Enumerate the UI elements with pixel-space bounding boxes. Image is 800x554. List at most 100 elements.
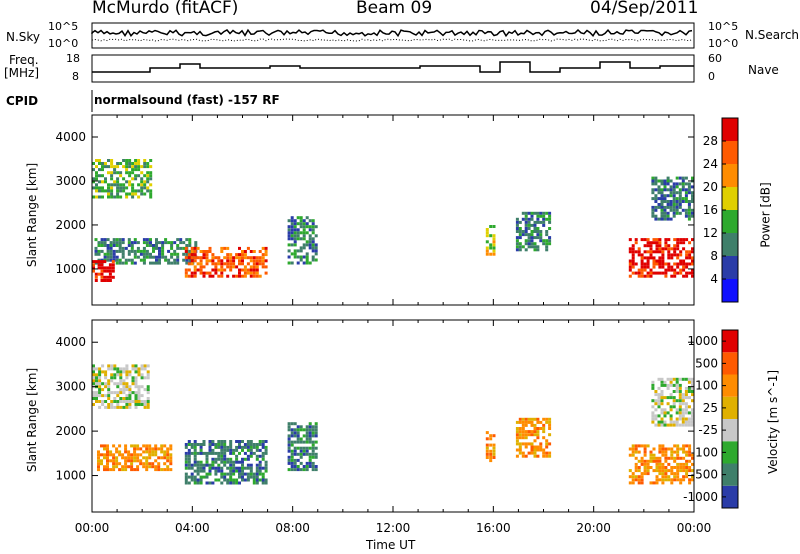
velocity-cell [691, 417, 694, 421]
power-cell [109, 252, 113, 256]
power-cell [654, 182, 658, 186]
velocity-cell [684, 405, 688, 409]
velocity-cell [119, 391, 123, 395]
velocity-cell [518, 420, 522, 424]
velocity-cell [308, 434, 312, 438]
velocity-cell [139, 462, 143, 466]
velocity-cell [214, 478, 218, 482]
velocity-cell [145, 468, 149, 472]
velocity-cell [492, 443, 496, 447]
velocity-cell [685, 450, 689, 454]
velocity-cell [678, 386, 682, 390]
power-cell [667, 244, 671, 248]
velocity-cell [669, 423, 673, 427]
power-cell [110, 186, 114, 190]
power-cell [113, 180, 117, 184]
power-cell [658, 238, 662, 242]
power-cell [515, 239, 519, 243]
velocity-cell [112, 462, 116, 466]
velocity-cell [533, 423, 537, 427]
power-cell [136, 241, 140, 245]
power-cell [687, 205, 691, 209]
velocity-cell [676, 450, 680, 454]
velocity-cell [246, 454, 250, 458]
power-cell [131, 162, 135, 165]
velocity-cell [673, 478, 677, 482]
power-cell [640, 268, 644, 272]
velocity-cell [675, 380, 679, 384]
velocity-cell [489, 434, 493, 438]
power-cell [110, 165, 114, 169]
power-cell [164, 255, 168, 259]
power-cell [134, 168, 138, 172]
velocity-cell [678, 402, 682, 406]
velocity-cell [530, 451, 534, 455]
velocity-cell [521, 436, 525, 440]
velocity-cell [634, 447, 638, 451]
velocity-cell [643, 453, 647, 457]
power-panel-frame [91, 114, 695, 306]
power-cell [673, 250, 677, 254]
velocity-cell [670, 447, 674, 451]
velocity-cell [675, 417, 679, 421]
power-cell [533, 230, 537, 233]
power-cell [628, 274, 632, 278]
velocity-cell [492, 434, 496, 438]
velocity-cell [673, 459, 677, 463]
freq-trace [92, 61, 694, 73]
xtick-label: 16:00 [476, 521, 511, 535]
power-cell [515, 217, 519, 221]
velocity-cell [489, 449, 493, 453]
power-cell [311, 240, 315, 244]
power-cell [681, 179, 685, 183]
velocity-cell [679, 469, 683, 473]
velocity-cell [184, 460, 188, 464]
velocity-cell [296, 465, 300, 468]
power-cell [173, 241, 177, 245]
velocity-cell [261, 440, 265, 443]
power-cell [243, 265, 247, 269]
velocity-cell [246, 443, 250, 446]
power-cell [125, 171, 129, 175]
velocity-cell [148, 462, 152, 466]
power-cell [691, 247, 694, 251]
power-cell [97, 252, 101, 256]
velocity-cell [243, 443, 247, 446]
velocity-colorbar-segment [722, 485, 738, 508]
power-cell [119, 195, 123, 199]
velocity-cell [287, 422, 291, 426]
power-cell [308, 219, 312, 223]
power-cell [113, 171, 117, 175]
velocity-cell [190, 451, 194, 455]
velocity-cell [666, 402, 670, 406]
velocity-cell [536, 436, 540, 440]
nsky-panel-frame [91, 22, 695, 49]
velocity-cell [238, 440, 241, 443]
power-cell [188, 244, 192, 247]
power-cell [112, 241, 116, 245]
power-cell [130, 241, 134, 245]
power-cell [182, 241, 186, 245]
velocity-cell [691, 453, 694, 457]
velocity-cell [661, 450, 665, 454]
power-cell [193, 271, 197, 275]
power-cell [293, 255, 297, 259]
velocity-cell [492, 446, 496, 450]
power-cell [122, 183, 126, 187]
velocity-cell [211, 463, 215, 467]
power-cell [663, 200, 667, 203]
power-cell [167, 249, 171, 253]
velocity-cell [673, 472, 677, 476]
power-cell [118, 238, 122, 242]
velocity-cell [119, 379, 123, 383]
power-cell [103, 255, 107, 259]
power-cell [106, 258, 110, 262]
velocity-cell [220, 440, 224, 443]
velocity-cell [92, 397, 95, 400]
power-cell [539, 236, 543, 240]
power-cell [255, 256, 259, 260]
velocity-cell [113, 382, 117, 386]
velocity-cell [104, 382, 108, 386]
velocity-cell [98, 382, 102, 386]
power-cell [675, 208, 679, 212]
